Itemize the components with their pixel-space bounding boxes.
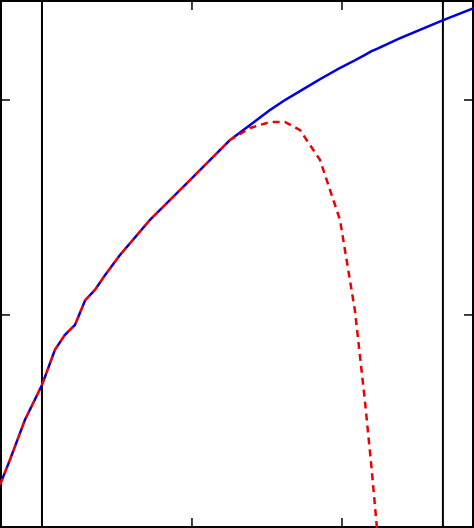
series-line <box>0 120 379 528</box>
series-line <box>0 6 474 486</box>
